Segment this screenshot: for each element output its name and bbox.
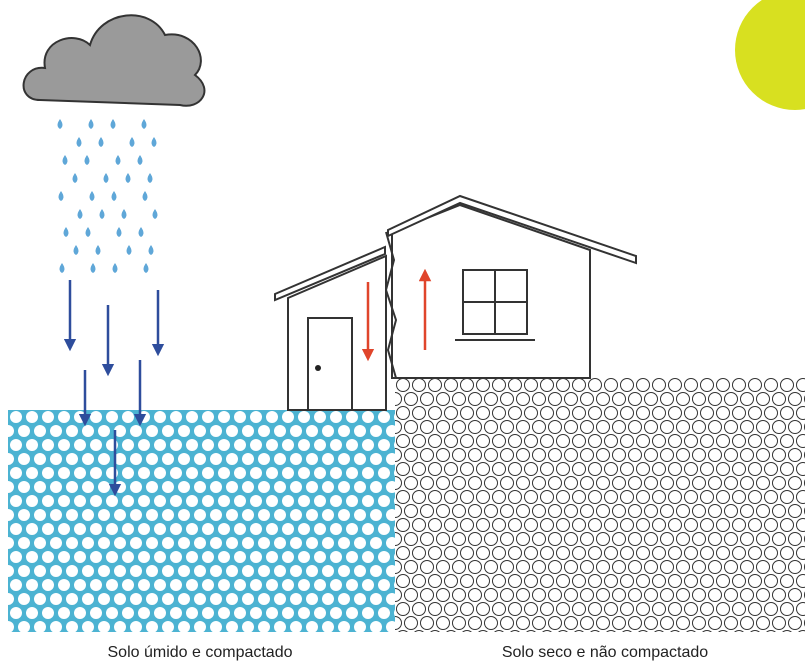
raindrop [85,227,91,237]
raindrop [116,227,122,237]
raindrop [77,209,83,219]
raindrop [138,227,144,237]
raindrop [121,209,127,219]
raindrop [103,173,109,183]
raindrop [147,173,153,183]
raindrop [142,191,148,201]
sun [735,0,805,110]
raindrop [152,209,158,219]
raindrop [148,245,154,255]
cloud [22,14,206,107]
raindrop [151,137,157,147]
raindrop [111,191,117,201]
raindrop [126,245,132,255]
raindrop [141,119,147,129]
raindrop [110,119,116,129]
raindrop [58,191,64,201]
raindrop [90,263,96,273]
dry-soil [395,378,805,632]
raindrop [95,245,101,255]
raindrop [125,173,131,183]
raindrop [129,137,135,147]
wet-soil [8,410,400,632]
raindrop [99,209,105,219]
raindrop [76,137,82,147]
rain [57,119,158,273]
raindrop [62,155,68,165]
movement-arrows [361,268,432,362]
raindrop [98,137,104,147]
raindrop [115,155,121,165]
scene [8,0,805,632]
raindrop [84,155,90,165]
caption-left: Solo úmido e compactado [107,644,293,661]
raindrop [112,263,118,273]
caption-right: Solo seco e não compactado [501,644,709,661]
door-knob [315,365,321,371]
raindrop [63,227,69,237]
raindrop [89,191,95,201]
raindrop [73,245,79,255]
raindrop [59,263,65,273]
raindrop [143,263,149,273]
water-arrows [63,280,165,497]
raindrop [57,119,63,129]
raindrop [137,155,143,165]
house [274,194,637,411]
raindrop [72,173,78,183]
raindrop [88,119,94,129]
